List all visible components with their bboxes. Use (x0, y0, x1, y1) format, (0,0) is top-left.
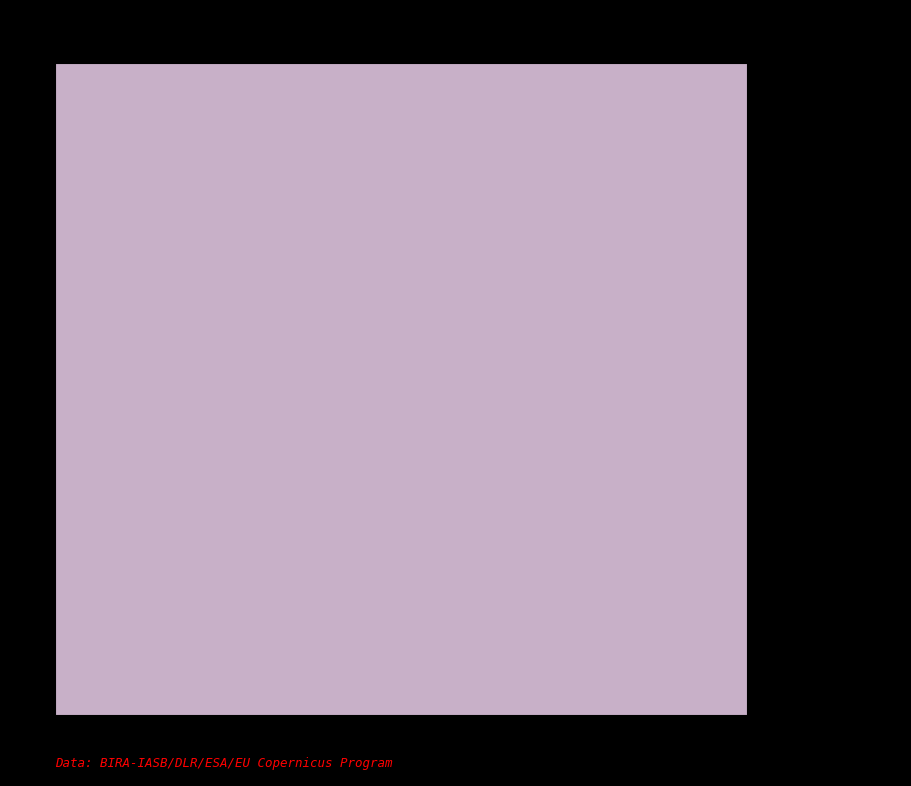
Text: SO₂ mass: 0.0000 kt; SO₂ max: 3.75 DU at lon: 21.76 lat: 38.69 ; 10:35UTC: SO₂ mass: 0.0000 kt; SO₂ max: 3.75 DU at… (128, 51, 674, 64)
Text: Sentinel-5P/TROPOMI - 05/24/2024 10:34-12:17 UT: Sentinel-5P/TROPOMI - 05/24/2024 10:34-1… (145, 24, 657, 42)
Text: Data: BIRA-IASB/DLR/ESA/EU Copernicus Program: Data: BIRA-IASB/DLR/ESA/EU Copernicus Pr… (55, 757, 392, 770)
